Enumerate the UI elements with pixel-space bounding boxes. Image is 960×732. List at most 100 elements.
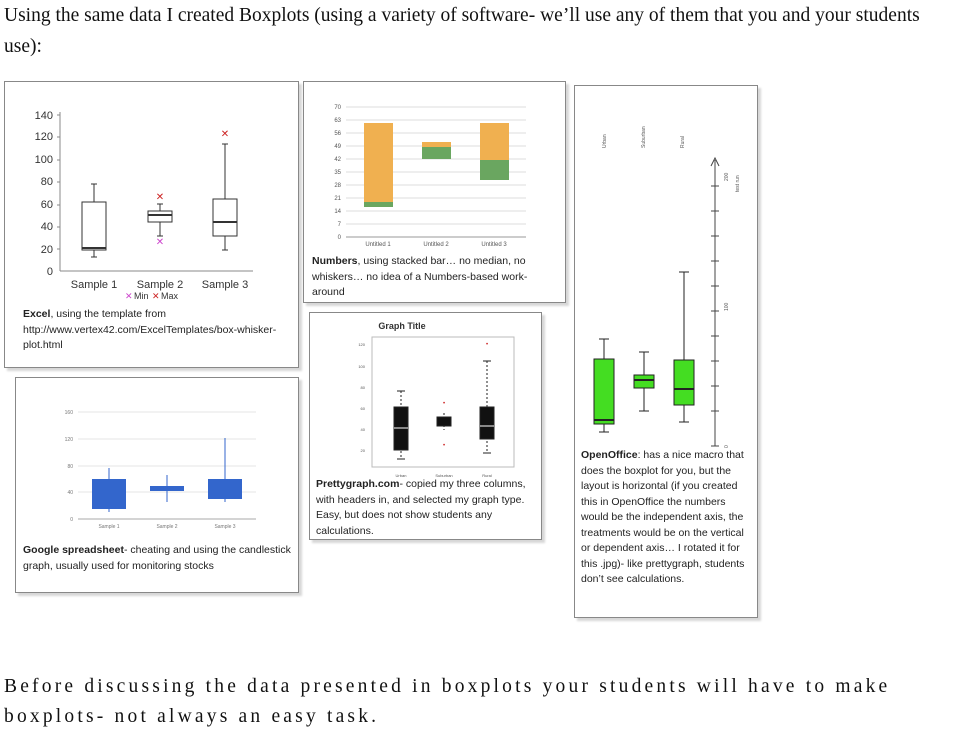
bar-untitled-2	[422, 142, 451, 159]
svg-text:•: •	[443, 401, 445, 407]
y-tick: 60	[41, 199, 53, 211]
box-sample-3: ✕	[212, 129, 238, 251]
caption-title: OpenOffice	[581, 449, 638, 461]
x-label: Untitled 3	[481, 242, 507, 248]
y-tick: 20	[41, 244, 53, 256]
bar-untitled-1	[364, 123, 393, 207]
y-axis-ticks: 120 100 80 60 40 20	[358, 342, 365, 453]
x-label: Rural	[482, 473, 492, 478]
box-suburban: • •	[436, 401, 452, 449]
caption-title: Google spreadsheet	[23, 544, 124, 556]
y-tick: 0	[70, 517, 73, 523]
box-rural	[673, 271, 695, 423]
column-label: Suburban	[641, 126, 647, 148]
box-urban	[593, 338, 615, 433]
y-tick: 63	[334, 118, 341, 124]
prettygraph-caption: Prettygraph.com- copied my three columns…	[316, 477, 536, 539]
box-sample-2: ✕ ✕	[147, 192, 173, 248]
y-tick: 80	[361, 385, 366, 390]
excel-caption: Excel, using the template from http://ww…	[23, 307, 285, 354]
y-tick: 0	[338, 235, 342, 241]
legend-min: Min	[134, 291, 149, 301]
openoffice-panel: Urban Suburban Rural 200 100 0 test run	[574, 85, 758, 618]
graph-title: Graph Title	[378, 321, 425, 331]
y-axis-ticks: 140 120 100 80 60 40 20 0	[35, 110, 53, 278]
svg-text:✕: ✕	[152, 291, 160, 301]
x-label: Untitled 1	[365, 242, 391, 248]
legend: ✕ Min ✕ Max	[125, 291, 179, 301]
openoffice-caption: OpenOffice: has a nice macro that does t…	[581, 448, 755, 588]
intro-text: Using the same data I created Boxplots (…	[4, 5, 920, 57]
legend-max: Max	[161, 291, 179, 301]
y-tick: 40	[361, 427, 366, 432]
numbers-stacked-bar: 70 63 56 49 42 35 28 21 14 7 0	[334, 105, 526, 248]
y-tick: 100	[35, 154, 53, 166]
x-label: Sample 1	[71, 279, 117, 291]
y-tick: 140	[35, 110, 53, 122]
svg-text:✕: ✕	[156, 192, 164, 203]
candle-sample-3	[208, 438, 242, 502]
column-label: Urban	[602, 134, 608, 148]
numbers-panel: 70 63 56 49 42 35 28 21 14 7 0	[303, 81, 566, 303]
column-label: Rural	[680, 136, 686, 148]
axis-title: test run	[735, 175, 741, 192]
caption-title: Excel	[23, 308, 51, 320]
x-label: Suburban	[435, 473, 452, 478]
caption-text: - copied my three columns, with headers …	[316, 478, 526, 537]
candle-sample-2	[150, 475, 184, 502]
bottom-text: Before discussing the data presented in …	[4, 676, 891, 727]
y-tick: 28	[334, 183, 341, 189]
box-urban	[393, 390, 409, 460]
y-axis-ticks: 70 63 56 49 42 35 28 21 14 7 0	[334, 105, 341, 241]
excel-boxplot: 140 120 100 80 60 40 20 0	[35, 110, 253, 301]
y-tick: 21	[334, 196, 341, 202]
bar-untitled-3	[480, 123, 509, 180]
caption-text: : has a nice macro that does the boxplot…	[581, 449, 745, 585]
x-label: Sample 2	[156, 524, 177, 530]
y-tick: 60	[361, 406, 366, 411]
x-label: Urban	[396, 473, 407, 478]
y-tick: 20	[361, 448, 366, 453]
y-tick: 14	[334, 209, 341, 215]
x-label: Sample 3	[214, 524, 235, 530]
y-tick: 42	[334, 157, 341, 163]
box-suburban	[633, 351, 655, 412]
numbers-caption: Numbers, using stacked bar… no median, n…	[312, 254, 557, 301]
y-tick: 80	[41, 176, 53, 188]
svg-text:✕: ✕	[125, 291, 133, 301]
caption-text: - cheating and using the candlestick gra…	[23, 544, 291, 572]
x-label: Sample 3	[202, 279, 248, 291]
box-rural: •	[479, 342, 495, 454]
y-tick: 35	[334, 170, 341, 176]
y-tick: 120	[358, 342, 365, 347]
caption-text: , using the template from http://www.ver…	[23, 308, 277, 351]
caption-title: Numbers	[312, 255, 358, 267]
axis-label: 0	[724, 445, 730, 448]
excel-panel: 140 120 100 80 60 40 20 0	[4, 81, 299, 368]
y-tick: 120	[35, 131, 53, 143]
google-panel: 160 120 80 40 0 Sample 1 Sample 2 Sample…	[15, 377, 299, 593]
caption-text: , using stacked bar… no median, no whisk…	[312, 255, 528, 298]
y-tick: 7	[338, 222, 342, 228]
svg-text:•: •	[443, 443, 445, 449]
y-tick: 70	[334, 105, 341, 111]
y-axis-ticks: 160 120 80 40 0	[65, 410, 74, 523]
axis-label: 100	[724, 302, 730, 311]
axis-label: 200	[724, 172, 730, 181]
openoffice-boxplot: Urban Suburban Rural 200 100 0 test run	[593, 126, 741, 448]
google-caption: Google spreadsheet- cheating and using t…	[23, 543, 295, 574]
y-tick: 80	[67, 464, 73, 470]
x-label: Sample 1	[98, 524, 119, 530]
caption-title: Prettygraph.com	[316, 478, 400, 490]
google-candlestick: 160 120 80 40 0 Sample 1 Sample 2 Sample…	[65, 410, 256, 530]
svg-text:•: •	[486, 342, 488, 348]
y-tick: 40	[41, 221, 53, 233]
y-tick: 120	[65, 437, 74, 443]
y-tick: 49	[334, 144, 341, 150]
y-tick: 0	[47, 266, 53, 278]
y-tick: 100	[358, 364, 365, 369]
y-tick: 160	[65, 410, 74, 416]
y-tick: 56	[334, 131, 341, 137]
box-sample-1	[81, 183, 107, 258]
candle-sample-1	[92, 468, 126, 512]
